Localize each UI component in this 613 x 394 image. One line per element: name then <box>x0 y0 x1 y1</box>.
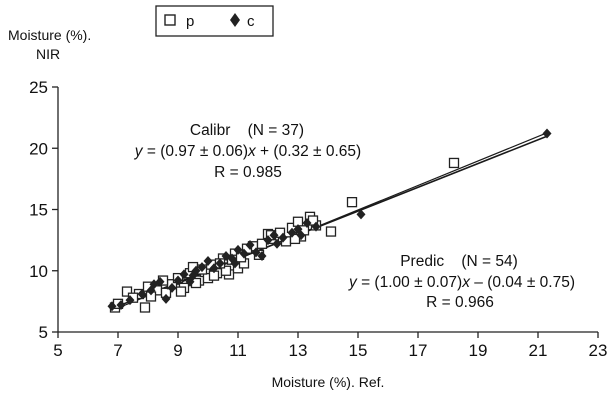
x-tick-label: 21 <box>529 341 548 360</box>
predic-title: Predic (N = 54) <box>400 253 518 270</box>
point-c <box>302 217 312 228</box>
point-c <box>203 255 213 266</box>
point-c <box>230 258 240 269</box>
x-axis-label: Moisture (%). Ref. <box>272 374 385 390</box>
calibr-eq-x: x <box>247 143 257 160</box>
point-c <box>263 235 273 246</box>
point-p <box>346 196 358 208</box>
y-ticks: 5 10 15 20 25 <box>29 78 58 342</box>
point-c <box>311 221 321 232</box>
y-axis-label-line1: Moisture (%). <box>8 27 91 43</box>
point-c <box>125 295 135 306</box>
y-tick-label: 10 <box>29 262 48 281</box>
point-p <box>448 157 460 169</box>
y-tick-label: 15 <box>29 201 48 220</box>
predic-eq-x: x <box>461 274 471 291</box>
point-c <box>209 263 219 274</box>
point-p <box>139 302 151 313</box>
predic-eq-y: y <box>348 274 358 291</box>
point-c <box>179 269 189 280</box>
calibr-title: Calibr (N = 37) <box>190 122 304 139</box>
predic-eq-intercept: – (0.04 ± 0.75) <box>470 274 575 291</box>
point-c <box>161 293 171 304</box>
point-c <box>107 301 117 312</box>
x-tick-label: 9 <box>173 341 182 360</box>
point-c <box>239 248 249 259</box>
x-tick-label: 11 <box>229 341 247 360</box>
point-p <box>175 286 187 297</box>
prediction-annotation: Predic (N = 54) y = (1.00 ± 0.07)x – (0.… <box>348 253 575 311</box>
point-c <box>167 282 177 293</box>
point-c <box>197 262 207 273</box>
x-tick-label: 13 <box>289 341 308 360</box>
y-tick-label: 5 <box>39 323 48 342</box>
y-tick-label: 25 <box>29 78 48 97</box>
fit-lines <box>111 132 548 311</box>
point-c <box>245 240 255 251</box>
predic-eq-slope: = (1.00 ± 0.07) <box>357 274 462 291</box>
x-tick-label: 23 <box>589 341 608 360</box>
legend-label-p: p <box>186 13 194 30</box>
x-tick-label: 17 <box>409 341 428 360</box>
legend-label-c: c <box>247 13 255 30</box>
point-c <box>269 230 279 241</box>
point-p <box>325 226 337 237</box>
calibr-equation: y = (0.97 ± 0.06)x + (0.32 ± 0.65) <box>134 143 361 160</box>
point-c <box>116 300 126 311</box>
point-c <box>149 279 159 290</box>
point-c <box>233 244 243 255</box>
point-c <box>356 209 366 220</box>
calibr-eq-intercept: + (0.32 ± 0.65) <box>256 143 361 160</box>
calibr-r: R = 0.985 <box>214 164 282 181</box>
x-tick-label: 19 <box>469 341 488 360</box>
legend-marker-c <box>230 13 240 27</box>
point-p <box>121 286 133 297</box>
predic-r: R = 0.966 <box>426 294 494 311</box>
point-c <box>272 238 282 249</box>
legend: p c <box>155 5 274 37</box>
legend-marker-p <box>164 14 176 26</box>
point-c <box>137 289 147 300</box>
series-c-points <box>107 128 552 312</box>
x-tick-label: 7 <box>113 341 122 360</box>
point-p <box>256 238 268 249</box>
fit-line-calibr <box>111 135 548 310</box>
x-ticks: 5 7 9 11 13 15 17 19 21 23 <box>53 332 607 360</box>
calibr-eq-slope: = (0.97 ± 0.06) <box>143 143 248 160</box>
calibration-annotation: Calibr (N = 37) y = (0.97 ± 0.06)x + (0.… <box>134 122 361 181</box>
point-c <box>296 230 306 241</box>
calibr-eq-y: y <box>134 143 144 160</box>
y-axis-label-line2: NIR <box>36 46 60 62</box>
point-c <box>287 227 297 238</box>
point-p <box>220 265 232 276</box>
point-c <box>251 247 261 258</box>
point-c <box>173 275 183 286</box>
point-c <box>215 258 225 269</box>
point-c <box>257 251 267 262</box>
y-tick-label: 20 <box>29 139 48 158</box>
point-c <box>278 232 288 243</box>
x-tick-label: 15 <box>349 341 368 360</box>
x-tick-label: 5 <box>53 341 62 360</box>
predic-equation: y = (1.00 ± 0.07)x – (0.04 ± 0.75) <box>348 274 575 291</box>
point-c <box>188 270 198 281</box>
fit-line-predic <box>111 132 548 311</box>
point-c <box>542 128 552 139</box>
